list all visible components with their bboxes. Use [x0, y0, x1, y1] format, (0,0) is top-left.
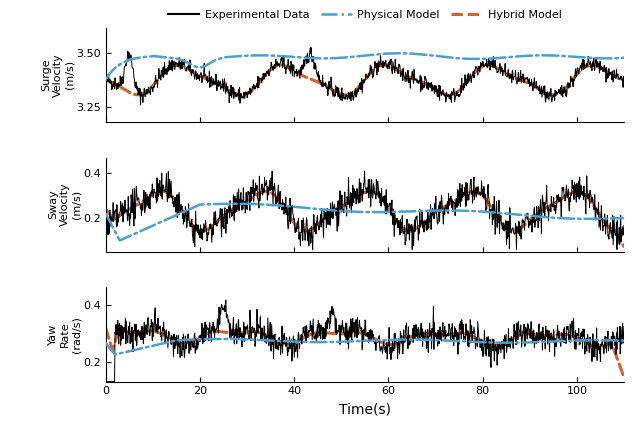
Legend: Experimental Data, Physical Model, Hybrid Model: Experimental Data, Physical Model, Hybri…: [164, 6, 566, 25]
Y-axis label: Yaw
Rate
(rad/s): Yaw Rate (rad/s): [49, 316, 82, 353]
Y-axis label: Sway
Velocity
(m/s): Sway Velocity (m/s): [49, 183, 82, 226]
Y-axis label: Surge
Velocity
(m/s): Surge Velocity (m/s): [42, 53, 75, 97]
X-axis label: Time(s): Time(s): [339, 402, 391, 416]
